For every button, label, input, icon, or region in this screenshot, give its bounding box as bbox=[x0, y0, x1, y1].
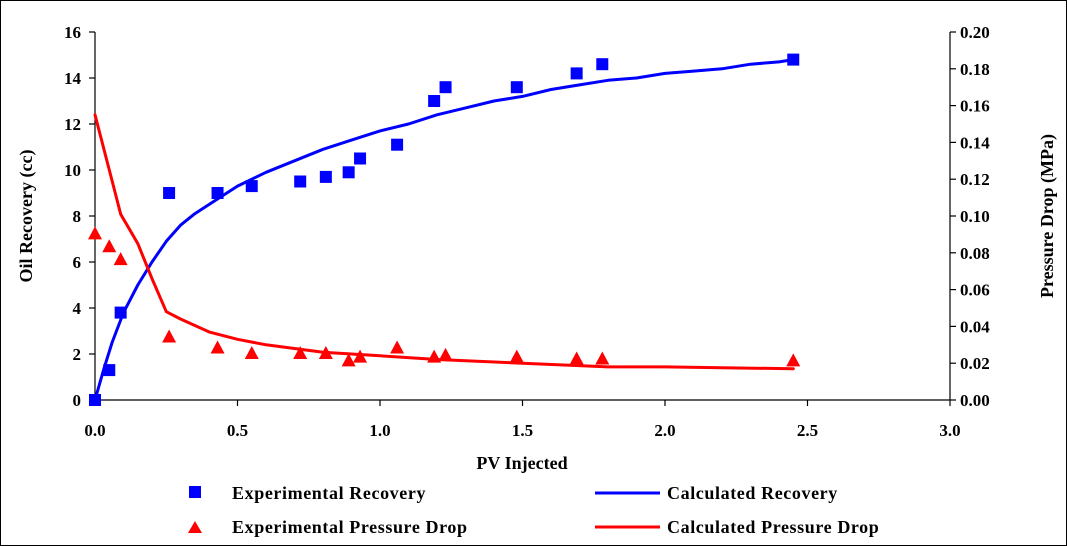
data-point-experimental-recovery bbox=[103, 364, 116, 377]
data-point-experimental-pressure-drop bbox=[595, 351, 610, 365]
x-axis-title: PV Injected bbox=[476, 453, 567, 473]
data-point-experimental-recovery bbox=[596, 58, 609, 71]
ticks-layer: 0.0 0.5 1.0 1.5 2.0 2.5 3.0 0 2 4 6 8 10 12 14 16 0.00 0.… bbox=[64, 23, 990, 440]
legend-marker-experimental-pressure-drop bbox=[188, 521, 202, 533]
x-tick-label: 1.5 bbox=[512, 421, 533, 440]
data-point-experimental-pressure-drop bbox=[113, 252, 128, 266]
left-y-tick-label: 14 bbox=[64, 69, 82, 88]
series-line-calculated-recovery bbox=[93, 58, 795, 402]
data-point-experimental-pressure-drop bbox=[244, 346, 259, 359]
data-point-experimental-recovery bbox=[114, 306, 127, 319]
data-point-experimental-recovery bbox=[211, 187, 224, 199]
legend-label-experimental-recovery: Experimental Recovery bbox=[232, 483, 426, 503]
x-tick-label: 2.5 bbox=[797, 421, 818, 440]
left-y-tick-label: 16 bbox=[64, 23, 81, 42]
left-y-tick-label: 4 bbox=[73, 299, 82, 318]
x-tick-label: 1.0 bbox=[369, 421, 390, 440]
right-y-tick-label: 0.08 bbox=[960, 244, 990, 263]
data-point-experimental-recovery bbox=[510, 81, 523, 94]
right-y-tick-label: 0.20 bbox=[960, 23, 990, 42]
legend-label-calculated-recovery: Calculated Recovery bbox=[667, 483, 838, 503]
data-point-experimental-pressure-drop bbox=[390, 340, 405, 354]
data-point-experimental-recovery bbox=[787, 53, 800, 66]
right-y-tick-label: 0.06 bbox=[960, 281, 990, 300]
data-point-experimental-recovery bbox=[439, 81, 452, 94]
legend: Experimental Recovery Calculated Recover… bbox=[188, 483, 879, 537]
data-point-experimental-recovery bbox=[570, 67, 583, 80]
left-y-tick-label: 0 bbox=[73, 391, 82, 410]
data-point-experimental-recovery bbox=[391, 138, 404, 151]
data-point-experimental-recovery bbox=[354, 152, 367, 165]
x-tick-label: 0.5 bbox=[227, 421, 248, 440]
data-point-experimental-pressure-drop bbox=[102, 239, 117, 253]
right-y-axis-title: Pressure Drop (MPa) bbox=[1037, 134, 1058, 298]
data-point-experimental-pressure-drop bbox=[438, 347, 453, 361]
data-point-experimental-pressure-drop bbox=[210, 340, 225, 354]
data-point-experimental-pressure-drop bbox=[341, 353, 356, 367]
data-point-experimental-pressure-drop bbox=[88, 226, 102, 240]
left-y-tick-label: 12 bbox=[64, 115, 81, 134]
left-y-tick-label: 10 bbox=[64, 161, 81, 180]
data-point-experimental-pressure-drop bbox=[427, 349, 442, 363]
data-point-experimental-pressure-drop bbox=[318, 346, 333, 359]
right-y-tick-label: 0.14 bbox=[960, 133, 990, 152]
right-y-tick-label: 0.16 bbox=[960, 97, 990, 116]
right-y-tick-label: 0.00 bbox=[960, 391, 990, 410]
right-y-tick-label: 0.12 bbox=[960, 170, 990, 189]
legend-marker-experimental-recovery bbox=[189, 486, 201, 498]
x-tick-label: 2.0 bbox=[654, 421, 675, 440]
data-point-experimental-recovery bbox=[163, 187, 176, 199]
data-point-experimental-pressure-drop bbox=[509, 349, 524, 363]
left-y-tick-label: 2 bbox=[73, 345, 82, 364]
x-tick-label: 0.0 bbox=[84, 421, 105, 440]
left-y-tick-label: 6 bbox=[73, 253, 82, 272]
data-point-experimental-recovery bbox=[428, 95, 441, 107]
data-point-experimental-recovery bbox=[245, 180, 258, 193]
data-point-experimental-recovery bbox=[319, 170, 332, 183]
data-point-experimental-pressure-drop bbox=[786, 353, 801, 367]
legend-label-calculated-pressure-drop: Calculated Pressure Drop bbox=[667, 517, 879, 537]
data-point-experimental-recovery bbox=[294, 175, 307, 188]
left-y-tick-label: 8 bbox=[73, 207, 82, 226]
left-y-axis-title: Oil Recovery (cc) bbox=[16, 150, 37, 283]
data-point-experimental-pressure-drop bbox=[293, 346, 308, 359]
right-y-tick-label: 0.18 bbox=[960, 60, 990, 79]
data-point-experimental-pressure-drop bbox=[162, 329, 177, 343]
series-line-calculated-pressure-drop bbox=[93, 113, 795, 371]
legend-label-experimental-pressure-drop: Experimental Pressure Drop bbox=[232, 517, 468, 537]
data-point-experimental-pressure-drop bbox=[353, 349, 368, 363]
data-point-experimental-recovery bbox=[89, 394, 101, 406]
x-tick-label: 3.0 bbox=[939, 421, 960, 440]
series-layer bbox=[88, 53, 801, 406]
data-point-experimental-recovery bbox=[342, 166, 355, 179]
right-y-tick-label: 0.04 bbox=[960, 317, 990, 336]
data-point-experimental-pressure-drop bbox=[569, 351, 584, 365]
right-y-tick-label: 0.10 bbox=[960, 207, 990, 226]
right-y-tick-label: 0.02 bbox=[960, 354, 990, 373]
